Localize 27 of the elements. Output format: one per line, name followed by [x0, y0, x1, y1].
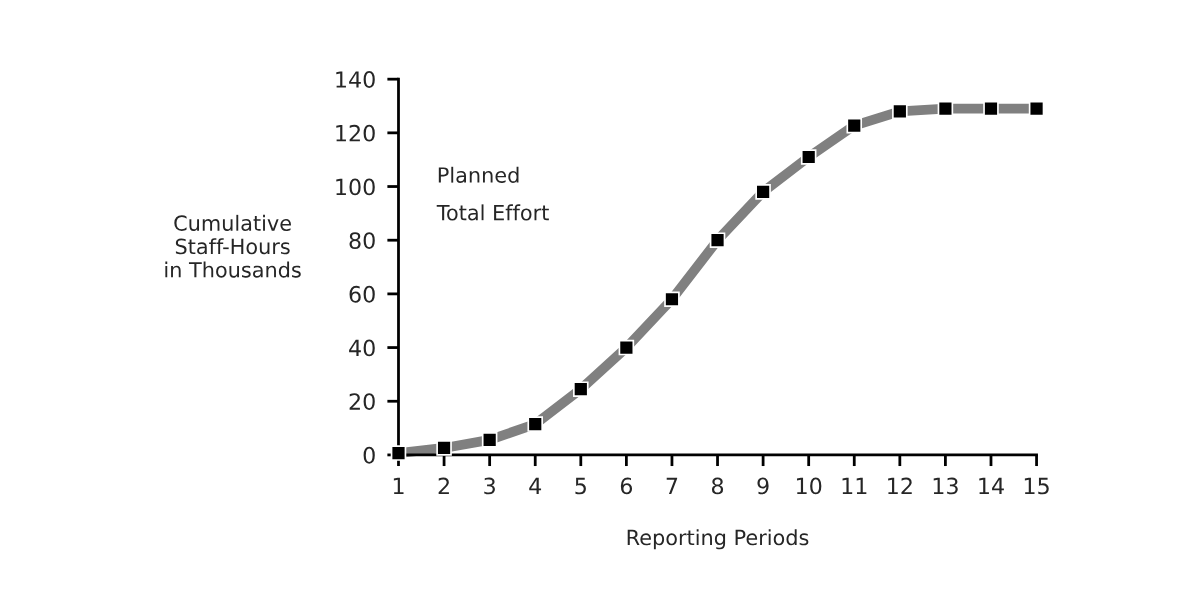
- x-tick-label: 12: [888, 477, 912, 495]
- x-tick-label: 6: [620, 477, 633, 495]
- x-tick-label: 1: [393, 477, 404, 495]
- x-tick-label: 5: [575, 477, 586, 495]
- y-tick-label: 100: [336, 178, 375, 196]
- x-tick-label: 9: [757, 477, 769, 495]
- y-tick-label: 120: [336, 124, 375, 142]
- x-tick-label: 11: [842, 477, 867, 495]
- x-tick-label: 15: [1024, 477, 1049, 495]
- x-tick-label: 7: [666, 477, 678, 495]
- y-axis-title: Cumulative Staff-Hours in Thousands: [165, 214, 301, 278]
- y-tick-label: 20: [349, 393, 375, 410]
- y-tick-label: 40: [349, 339, 375, 357]
- annotation: Planned: [438, 166, 519, 183]
- y-tick-label: 140: [336, 71, 375, 88]
- y-tick-label: 0: [363, 446, 375, 464]
- x-tick-label: 8: [711, 477, 724, 495]
- x-tick-label: 10: [796, 477, 822, 495]
- x-tick-label: 13: [933, 477, 958, 495]
- x-tick-label: 14: [979, 477, 1004, 495]
- x-axis-title: Reporting Periods: [627, 529, 809, 550]
- y-tick-label: 60: [349, 285, 375, 303]
- annotation: Total Effort: [436, 204, 549, 221]
- y-tick-label: 80: [349, 232, 375, 249]
- x-tick-label: 2: [438, 477, 449, 495]
- x-tick-label: 3: [484, 477, 495, 495]
- x-tick-label: 4: [529, 477, 542, 495]
